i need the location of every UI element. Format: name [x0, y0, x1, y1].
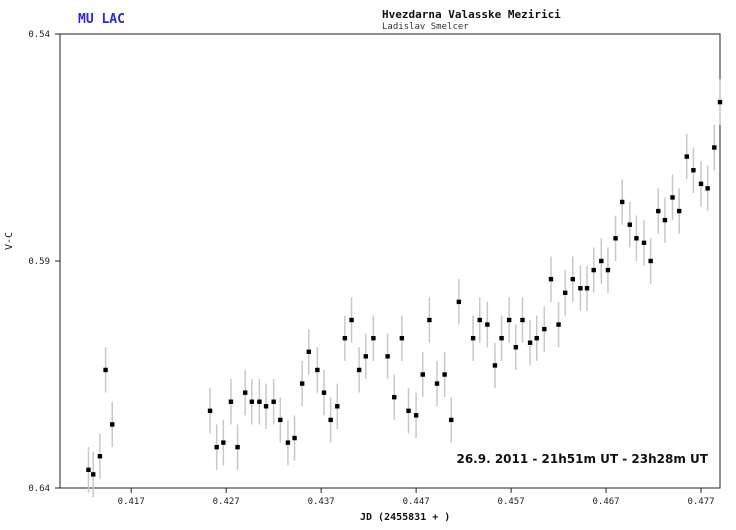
data-point: [91, 472, 96, 477]
data-point: [285, 440, 291, 445]
x-tick-label: 0.437: [308, 497, 335, 507]
data-point: [328, 417, 333, 423]
y-tick-label: 0.59: [28, 257, 50, 267]
data-point: [420, 372, 425, 377]
data-point: [605, 267, 611, 273]
data-point: [221, 440, 226, 445]
data-point: [619, 199, 625, 205]
data-point: [86, 467, 91, 473]
data-point: [406, 408, 411, 414]
data-point: [263, 404, 269, 409]
y-tick-label: 0.54: [28, 30, 50, 40]
data-point: [434, 381, 440, 386]
data-point: [97, 454, 103, 459]
data-point: [584, 286, 590, 291]
data-point: [228, 399, 234, 404]
data-point: [392, 395, 397, 400]
data-point: [591, 267, 596, 273]
data-point: [321, 390, 327, 395]
data-point: [499, 335, 504, 341]
data-point: [506, 317, 512, 323]
y-tick-label: 0.64: [28, 484, 50, 494]
data-point: [363, 354, 368, 359]
data-point: [477, 317, 482, 323]
y-axis-label: V-C: [4, 231, 15, 250]
data-point: [335, 404, 340, 409]
data-point: [676, 208, 682, 214]
x-axis-label: JD (2455831 + ): [360, 512, 451, 523]
data-point: [399, 335, 405, 341]
data-point: [542, 326, 547, 332]
x-tick-label: 0.467: [592, 497, 619, 507]
data-point: [656, 208, 661, 214]
data-point: [442, 372, 447, 377]
data-point: [292, 435, 297, 441]
data-point: [691, 168, 696, 173]
data-point: [427, 317, 432, 323]
data-point: [278, 417, 283, 423]
data-point: [648, 258, 653, 264]
data-point: [371, 335, 376, 341]
data-point: [385, 354, 390, 359]
data-point: [456, 299, 462, 305]
data-point: [249, 399, 255, 404]
x-tick-label: 0.457: [498, 497, 525, 507]
data-point: [315, 367, 320, 373]
data-point: [214, 444, 219, 450]
data-point: [548, 276, 554, 282]
data-point: [413, 413, 419, 418]
x-tick-label: 0.427: [213, 497, 240, 507]
x-tick-label: 0.417: [118, 497, 145, 507]
data-point: [110, 422, 115, 427]
date-annotation: 26.9. 2011 - 21h51m UT - 23h28m UT: [456, 452, 708, 466]
data-point: [563, 290, 568, 295]
data-point: [570, 276, 576, 282]
data-point: [235, 444, 240, 450]
data-point: [299, 381, 305, 386]
data-point: [271, 399, 276, 404]
data-point: [712, 145, 717, 150]
data-point: [356, 367, 362, 373]
observer-name: Ladislav Smelcer: [382, 22, 469, 32]
x-tick-label: 0.477: [687, 497, 714, 507]
data-point: [556, 322, 561, 327]
data-point: [534, 335, 539, 341]
data-point: [527, 340, 533, 345]
data-point: [698, 181, 704, 187]
chart-title: MU LAC: [78, 12, 125, 27]
data-point: [520, 317, 525, 323]
data-point: [634, 236, 639, 241]
data-point: [242, 390, 248, 395]
data-point: [349, 317, 354, 323]
data-point: [103, 367, 108, 373]
data-point: [470, 335, 476, 341]
data-point: [705, 186, 710, 191]
data-point: [670, 195, 675, 200]
data-point: [717, 99, 723, 105]
data-point: [641, 240, 647, 246]
data-point: [492, 363, 498, 368]
x-tick-label: 0.447: [403, 497, 430, 507]
data-point: [485, 322, 490, 327]
data-point: [342, 335, 348, 341]
data-point: [578, 286, 583, 291]
data-point: [684, 154, 689, 159]
data-point: [306, 349, 312, 354]
observatory-name: Hvezdarna Valasske Mezirici: [382, 8, 561, 21]
data-point: [207, 408, 213, 414]
plot-frame: [59, 33, 721, 489]
data-point: [513, 345, 519, 350]
data-point: [257, 399, 262, 404]
data-point: [449, 417, 454, 423]
data-point: [662, 217, 668, 223]
data-point: [613, 236, 618, 241]
data-point: [627, 222, 632, 227]
data-point: [599, 258, 604, 264]
